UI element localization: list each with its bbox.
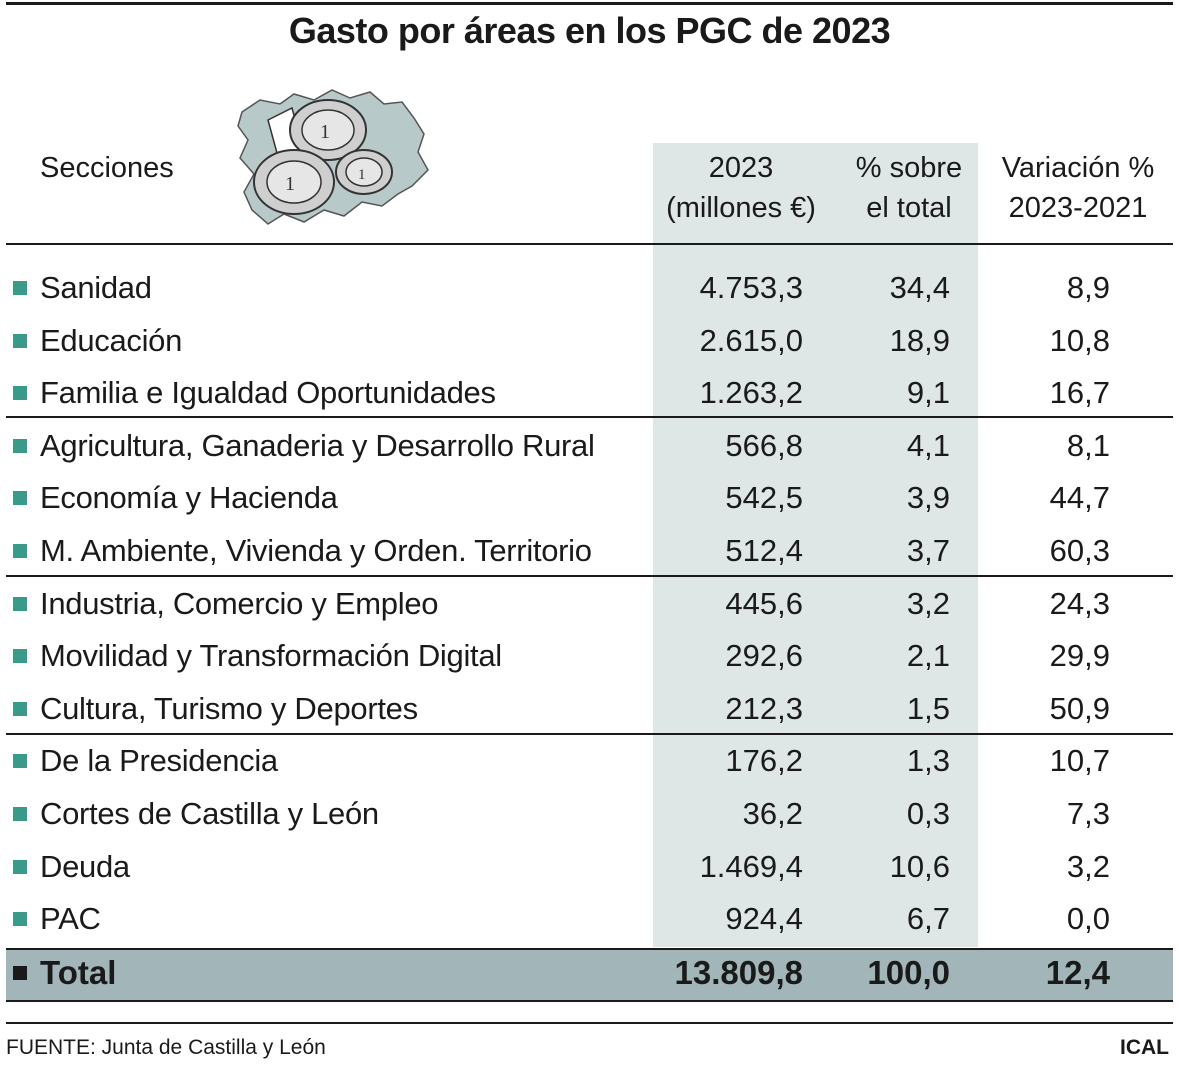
table-body: Sanidad 4.753,3 34,4 8,9 Educación 2.615,0 18… (0, 262, 1179, 946)
table-row: Educación 2.615,0 18,9 10,8 (0, 315, 1179, 368)
svg-text:1: 1 (285, 173, 295, 195)
bullet-square-icon (13, 438, 27, 453)
bullet-square-icon (13, 543, 27, 558)
top-rule (6, 2, 1173, 5)
table-row: De la Presidencia 176,2 1,3 10,7 (0, 735, 1179, 788)
table-row: Industria, Comercio y Empleo 445,6 3,2 24,3 (0, 578, 1179, 631)
group-rule (6, 575, 1173, 577)
source-note: FUENTE: Junta de Castilla y León (6, 1036, 326, 1059)
bullet-square-icon (13, 859, 27, 874)
bullet-square-icon (13, 386, 27, 401)
bullet-square-icon (13, 649, 27, 664)
header-percent: % sobre el total (855, 152, 963, 224)
bullet-square-icon (13, 333, 27, 348)
total-bar (6, 948, 1173, 1002)
footer-rule (6, 1022, 1173, 1024)
map-coins-icon: 1 1 1 (237, 89, 429, 225)
table-row: Movilidad y Transformación Digital 292,6 2… (0, 630, 1179, 683)
table-row: Deuda 1.469,4 10,6 3,2 (0, 841, 1179, 894)
bullet-square-icon (13, 701, 27, 716)
header-variation: Variación % 2023-2021 (1001, 152, 1155, 224)
table-row: Agricultura, Ganaderia y Desarrollo Rura… (0, 420, 1179, 473)
table-row: Familia e Igualdad Oportunidades 1.263,2 9… (0, 367, 1179, 420)
bullet-square-icon (13, 912, 27, 927)
svg-text:1: 1 (320, 121, 330, 143)
bullet-square-icon (13, 491, 27, 506)
bullet-square-icon (13, 754, 27, 769)
table-row: Cultura, Turismo y Deportes 212,3 1,5 50,9 (0, 683, 1179, 736)
bullet-square-icon (13, 966, 27, 980)
table-row: M. Ambiente, Vivienda y Orden. Territori… (0, 525, 1179, 578)
table-row: PAC 924,4 6,7 0,0 (0, 893, 1179, 946)
group-rule (6, 416, 1173, 418)
table-row: Sanidad 4.753,3 34,4 8,9 (0, 262, 1179, 315)
table-row: Economía y Hacienda 542,5 3,9 44,7 (0, 472, 1179, 525)
credit-label: ICAL (1120, 1036, 1169, 1059)
bullet-square-icon (13, 281, 27, 295)
header-secciones: Secciones (40, 152, 174, 184)
page-title: Gasto por áreas en los PGC de 2023 (288, 10, 891, 51)
bullet-square-icon (13, 596, 27, 611)
amount-column-shading (653, 143, 978, 947)
total-row: Total 13.809,8 100,0 12,4 (0, 948, 1179, 1002)
header-rule (6, 243, 1173, 245)
group-rule (6, 733, 1173, 735)
bullet-square-icon (13, 806, 27, 821)
header-amount: 2023 (millones €) (666, 152, 816, 224)
svg-text:1: 1 (358, 167, 366, 183)
table-row: Cortes de Castilla y León 36,2 0,3 7,3 (0, 788, 1179, 841)
